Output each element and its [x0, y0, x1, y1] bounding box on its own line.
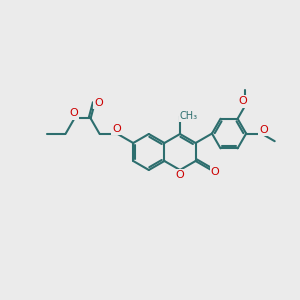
Text: O: O: [112, 124, 121, 134]
Text: O: O: [176, 170, 184, 180]
Text: O: O: [238, 97, 247, 106]
Text: O: O: [94, 98, 103, 108]
Text: O: O: [211, 167, 220, 177]
Text: CH₃: CH₃: [180, 111, 198, 121]
Text: O: O: [259, 124, 268, 134]
Text: O: O: [69, 108, 78, 118]
